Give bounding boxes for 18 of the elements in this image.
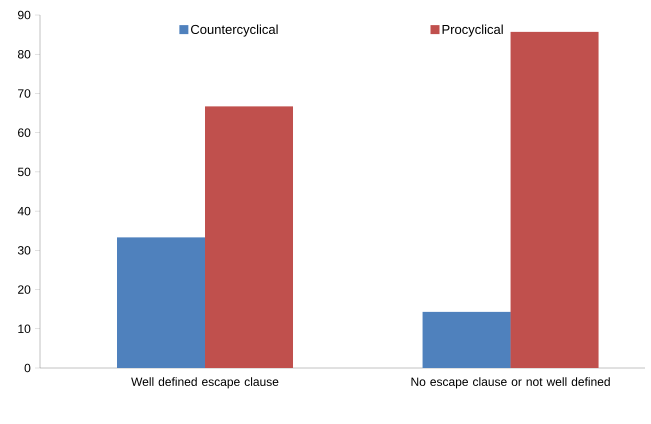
x-tick-label: Well defined escape clause	[131, 377, 278, 388]
legend-label: Countercyclical	[191, 24, 278, 37]
bar	[205, 106, 294, 368]
y-tick-label: 10	[18, 324, 30, 334]
y-tick-label: 60	[18, 128, 30, 137]
y-tick-label: 40	[18, 206, 30, 216]
bar	[510, 32, 599, 368]
y-tick-label: 50	[18, 168, 30, 176]
y-tick-label: 80	[18, 50, 30, 58]
y-tick-label: 0	[24, 364, 30, 372]
y-tick-label: 90	[18, 10, 30, 20]
y-tick-label: 30	[18, 246, 30, 255]
y-tick-label: 20	[18, 285, 30, 294]
bar	[117, 237, 206, 368]
x-tick-label: No escape clause or not well defined	[411, 377, 610, 388]
y-tick-label: 70	[18, 89, 30, 98]
bar	[422, 312, 511, 368]
legend-label: Procyclical	[442, 24, 503, 37]
